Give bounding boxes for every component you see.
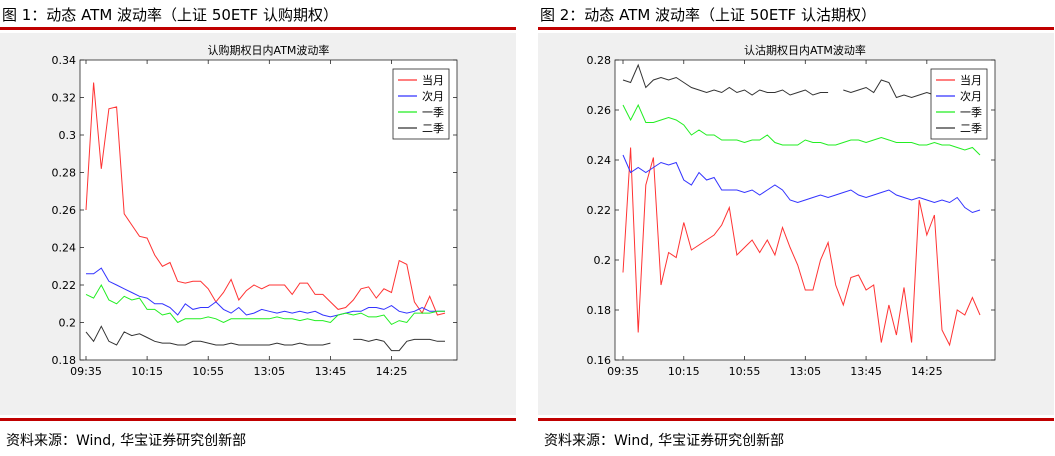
y-tick-label: 0.24 [587, 154, 612, 167]
figure-1-caption: 图 1：动态 ATM 波动率（上证 50ETF 认购期权） [2, 6, 338, 24]
series-line-1 [622, 147, 981, 347]
call-iv-chart-svg: 认购期权日内ATM波动率 0.18 0.2 0.22 0.24 0.26 0.28 0.3 0.… [52, 43, 458, 378]
y-tick-label: 0.22 [52, 279, 77, 292]
y-tick-label: 0.26 [587, 104, 612, 117]
legend [392, 68, 450, 140]
figure-1-source: 资料来源：Wind, 华宝证券研究创新部 [6, 433, 247, 449]
x-tick-label: 13:45 [850, 365, 882, 378]
put-iv-chart: 认沽期权日内ATM波动率 0.16 0.18 0.2 0.22 0.24 0.26 0.28 0… [538, 33, 1054, 415]
series-line-1 [85, 82, 446, 316]
figure-1-panel: 图 1：动态 ATM 波动率（上证 50ETF 认购期权） 认购期权日内ATM波… [0, 0, 516, 456]
x-tick-label: 13:05 [253, 365, 285, 378]
x-tick-label: 09:35 [607, 365, 639, 378]
y-tick-label: 0.34 [52, 54, 77, 67]
caption-rule [0, 27, 516, 30]
figure-2-panel: 图 2：动态 ATM 波动率（上证 50ETF 认沽期权） 认沽期权日内ATM波… [538, 0, 1054, 456]
y-tick-label: 0.18 [52, 354, 77, 367]
legend-label: 一季 [960, 106, 982, 119]
y-tick-label: 0.2 [594, 254, 612, 267]
y-tick-label: 0.28 [52, 167, 77, 180]
legend-label: 次月 [422, 89, 444, 103]
series-line-2 [86, 267, 445, 318]
series-line-4 [85, 325, 445, 352]
source-rule [0, 418, 516, 421]
chart-title: 认沽期权日内ATM波动率 [744, 43, 866, 57]
legend-label: 二季 [960, 122, 982, 135]
chart-title: 认购期权日内ATM波动率 [208, 43, 330, 57]
y-tick-label: 0.26 [52, 204, 77, 217]
y-tick-label: 0.18 [587, 304, 612, 317]
y-tick-label: 0.16 [587, 354, 612, 367]
legend-label: 当月 [422, 73, 444, 87]
put-iv-chart-svg: 认沽期权日内ATM波动率 0.16 0.18 0.2 0.22 0.24 0.26 0.28 0… [587, 43, 996, 378]
x-tick-label: 13:05 [789, 365, 821, 378]
x-tick-label: 10:55 [192, 365, 224, 378]
x-tick-label: 14:25 [911, 365, 943, 378]
caption-rule [538, 27, 1054, 30]
x-tick-label: 14:25 [376, 365, 408, 378]
x-tick-label: 10:15 [131, 365, 163, 378]
y-tick-label: 0.2 [59, 317, 77, 330]
x-tick-label: 10:15 [668, 365, 700, 378]
legend-label: 二季 [422, 122, 444, 135]
legend-label: 当月 [960, 73, 982, 87]
figure-2-source: 资料来源：Wind, 华宝证券研究创新部 [544, 433, 785, 449]
y-tick-label: 0.3 [59, 129, 77, 142]
series-line-3 [622, 103, 981, 156]
x-tick-label: 09:35 [70, 365, 102, 378]
y-tick-label: 0.24 [52, 242, 77, 255]
series-line-2 [622, 154, 981, 214]
legend-label: 一季 [422, 106, 444, 119]
y-tick-label: 0.32 [52, 92, 77, 105]
legend [930, 68, 988, 140]
call-iv-chart: 认购期权日内ATM波动率 0.18 0.2 0.22 0.24 0.26 0.28 0.3 0.… [0, 33, 516, 415]
x-tick-label: 10:55 [729, 365, 761, 378]
figure-2-caption: 图 2：动态 ATM 波动率（上证 50ETF 认沽期权） [540, 6, 876, 24]
y-tick-label: 0.22 [587, 204, 612, 217]
source-rule [538, 418, 1054, 421]
series-line-3 [85, 283, 445, 326]
legend-label: 次月 [960, 89, 982, 103]
x-tick-label: 13:45 [315, 365, 347, 378]
y-tick-label: 0.28 [587, 54, 612, 67]
